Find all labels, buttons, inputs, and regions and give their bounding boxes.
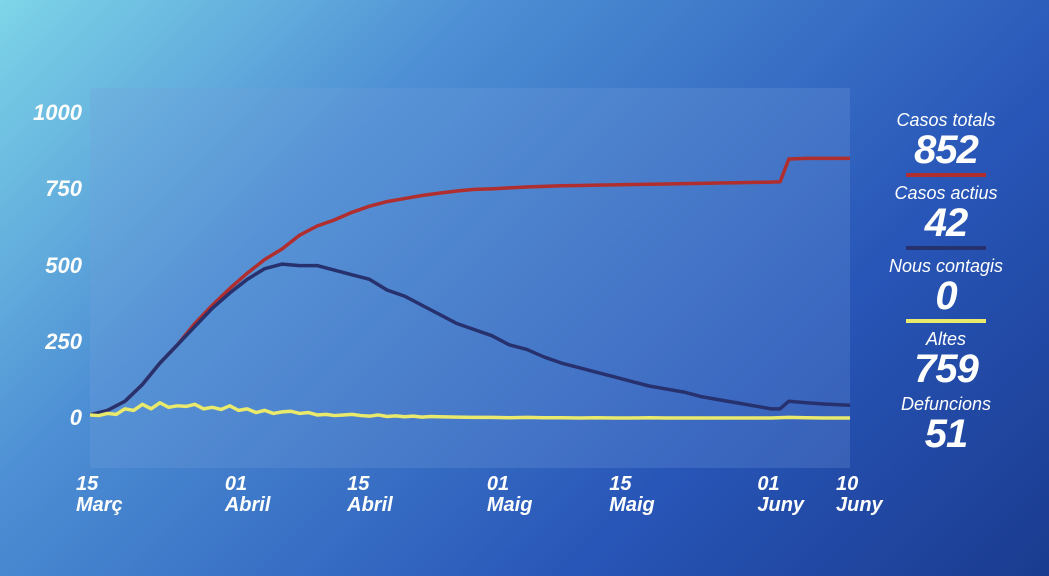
legend-value: 759 <box>861 350 1031 388</box>
x-tick-label: 15Maig <box>609 474 655 516</box>
x-tick-label: 01Abril <box>225 474 271 516</box>
legend-value: 852 <box>861 131 1031 169</box>
legend-item: Casos totals852 <box>861 110 1031 177</box>
series-line-casos_totals <box>90 158 850 415</box>
legend-item: Nous contagis0 <box>861 256 1031 323</box>
y-tick-label: 250 <box>45 329 82 355</box>
y-tick-label: 750 <box>45 176 82 202</box>
series-line-casos_actius <box>90 264 850 415</box>
y-tick-label: 1000 <box>33 100 82 126</box>
y-tick-label: 500 <box>45 253 82 279</box>
legend-underline <box>906 173 986 177</box>
legend-item: Altes759 <box>861 329 1031 388</box>
x-tick-label: 10Juny <box>836 474 883 516</box>
legend-item: Casos actius42 <box>861 183 1031 250</box>
legend-underline <box>906 319 986 323</box>
x-tick-label: 15Març <box>76 474 123 516</box>
legend-value: 51 <box>861 415 1031 453</box>
x-tick-label: 01Maig <box>487 474 533 516</box>
y-tick-label: 0 <box>70 405 82 431</box>
x-tick-label: 15Abril <box>347 474 393 516</box>
chart-svg <box>90 88 850 468</box>
legend-underline <box>906 246 986 250</box>
legend-item: Defuncions51 <box>861 394 1031 453</box>
series-line-nous_contagis <box>90 403 850 418</box>
legend-value: 42 <box>861 204 1031 242</box>
x-tick-label: 01Juny <box>757 474 804 516</box>
legend: Casos totals852Casos actius42Nous contag… <box>861 110 1031 459</box>
legend-value: 0 <box>861 277 1031 315</box>
chart-panel: 0250500750100015Març01Abril15Abril01Maig… <box>90 88 850 468</box>
